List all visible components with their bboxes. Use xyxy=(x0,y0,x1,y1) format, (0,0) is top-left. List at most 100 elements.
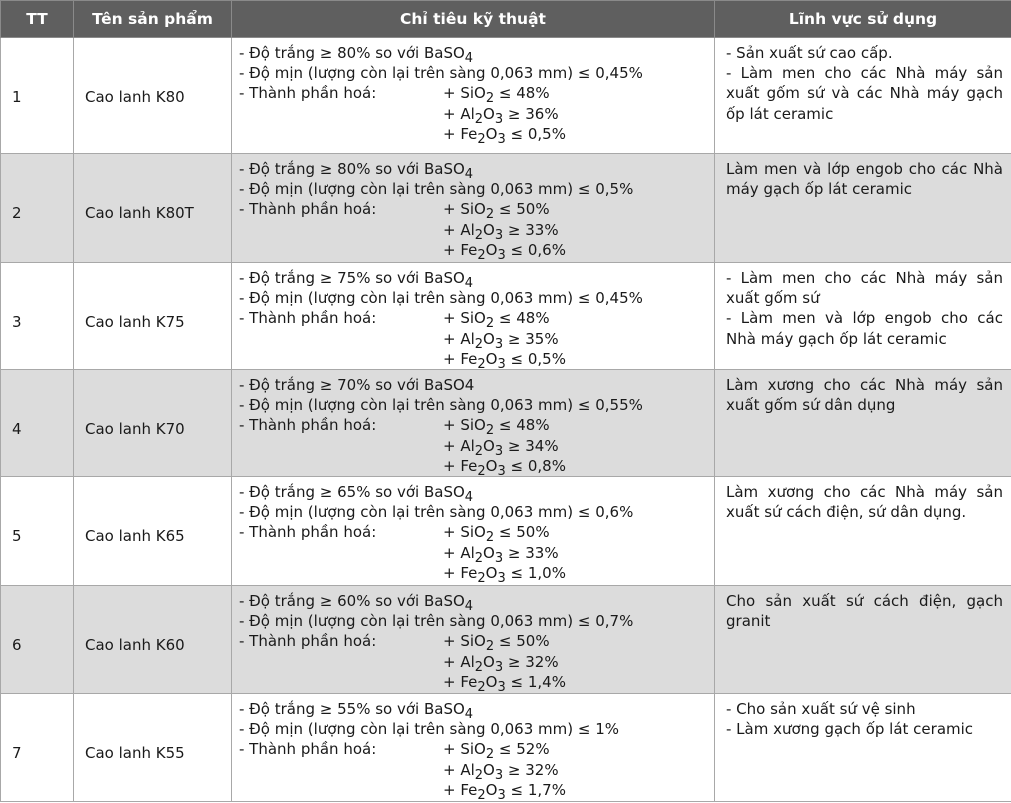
table-header-row: TT Tên sản phẩm Chỉ tiêu kỹ thuật Lĩnh v… xyxy=(1,1,1011,38)
composition-line: - Thành phần hoá:+ SiO2 ≤ 52% xyxy=(239,739,710,759)
fineness-line: - Độ mịn (lượng còn lại trên sàng 0,063 … xyxy=(239,395,710,415)
sio2-limit: ≤ 50% xyxy=(499,632,550,650)
application-field: Làm xương cho các Nhà máy sản xuất gốm s… xyxy=(715,369,1011,476)
al2o3-limit: ≥ 32% xyxy=(508,761,559,779)
composition-line: - Thành phần hoá:+ SiO2 ≤ 50% xyxy=(239,631,710,651)
product-name: Cao lanh K55 xyxy=(74,693,232,801)
whiteness-text: - Độ trắng ≥ 80% so với BaSO xyxy=(239,44,465,62)
product-name: Cao lanh K65 xyxy=(74,476,232,585)
whiteness-line: - Độ trắng ≥ 70% so với BaSO4 xyxy=(239,375,710,395)
application-field: Cho sản xuất sứ cách điện, gạch granit xyxy=(715,585,1011,693)
application-field: Làm men và lớp engob cho các Nhà máy gạc… xyxy=(715,154,1011,263)
application-text: Làm xương cho các Nhà máy sản xuất gốm s… xyxy=(726,375,1003,415)
sio2-limit: ≤ 52% xyxy=(499,740,550,758)
composition-label: - Thành phần hoá: xyxy=(239,309,376,327)
fe2o3-line: + Fe2O3 ≤ 1,0% xyxy=(239,563,710,583)
fe2o3-subscript-3: 3 xyxy=(497,464,505,479)
sio2-limit: ≤ 50% xyxy=(499,523,550,541)
al2o3-line: + Al2O3 ≥ 36% xyxy=(239,104,710,124)
al2o3-limit: ≥ 33% xyxy=(508,544,559,562)
application-text: Làm xương cho các Nhà máy sản xuất sứ cá… xyxy=(726,482,1003,522)
row-number: 3 xyxy=(1,263,74,370)
fe2o3-line: + Fe2O3 ≤ 1,4% xyxy=(239,672,710,692)
application-field: - Làm men cho các Nhà máy sản xuất gốm s… xyxy=(715,263,1011,370)
al2o3-line: + Al2O3 ≥ 33% xyxy=(239,543,710,563)
product-name: Cao lanh K80 xyxy=(74,38,232,154)
sio2-limit: ≤ 48% xyxy=(499,309,550,327)
fe2o3-subscript-2: 2 xyxy=(477,357,485,372)
row-number: 2 xyxy=(1,154,74,263)
composition-line: - Thành phần hoá:+ SiO2 ≤ 50% xyxy=(239,522,710,542)
al2o3-line: + Al2O3 ≥ 32% xyxy=(239,760,710,780)
fe2o3-line: + Fe2O3 ≤ 0,8% xyxy=(239,456,710,476)
application-line: - Làm men và lớp engob cho các Nhà máy g… xyxy=(726,308,1003,348)
fineness-line: - Độ mịn (lượng còn lại trên sàng 0,063 … xyxy=(239,719,710,739)
application-line: - Làm xương gạch ốp lát ceramic xyxy=(726,719,1003,739)
application-text: - Cho sản xuất sứ vệ sinh- Làm xương gạc… xyxy=(726,699,1003,739)
fe2o3-line: + Fe2O3 ≤ 0,5% xyxy=(239,349,710,369)
application-line: Làm xương cho các Nhà máy sản xuất gốm s… xyxy=(726,375,1003,415)
al2o3-limit: ≥ 32% xyxy=(508,653,559,671)
fe2o3-subscript-3: 3 xyxy=(497,248,505,263)
application-line: - Làm men cho các Nhà máy sản xuất gốm s… xyxy=(726,63,1003,124)
application-field: - Sản xuất sứ cao cấp.- Làm men cho các … xyxy=(715,38,1011,154)
sio2-subscript: 2 xyxy=(486,91,494,106)
fineness-line: - Độ mịn (lượng còn lại trên sàng 0,063 … xyxy=(239,502,710,522)
row-number: 1 xyxy=(1,38,74,154)
application-text: - Làm men cho các Nhà máy sản xuất gốm s… xyxy=(726,268,1003,349)
application-line: - Cho sản xuất sứ vệ sinh xyxy=(726,699,1003,719)
composition-line: - Thành phần hoá:+ SiO2 ≤ 48% xyxy=(239,415,710,435)
sio2-subscript: 2 xyxy=(486,530,494,545)
sio2-subscript: 2 xyxy=(486,639,494,654)
fe2o3-line: + Fe2O3 ≤ 0,6% xyxy=(239,240,710,260)
technical-spec: - Độ trắng ≥ 55% so với BaSO4- Độ mịn (l… xyxy=(232,693,715,801)
application-line: - Sản xuất sứ cao cấp. xyxy=(726,43,1003,63)
sio2-subscript: 2 xyxy=(486,207,494,222)
fineness-line: - Độ mịn (lượng còn lại trên sàng 0,063 … xyxy=(239,611,710,631)
fe2o3-subscript-3: 3 xyxy=(497,788,505,803)
fe2o3-line: + Fe2O3 ≤ 1,7% xyxy=(239,780,710,800)
fe2o3-subscript-3: 3 xyxy=(497,571,505,586)
fe2o3-subscript-3: 3 xyxy=(497,357,505,372)
whiteness-text: - Độ trắng ≥ 65% so với BaSO xyxy=(239,483,465,501)
fe2o3-limit: ≤ 1,7% xyxy=(511,781,566,799)
product-name: Cao lanh K75 xyxy=(74,263,232,370)
application-field: Làm xương cho các Nhà máy sản xuất sứ cá… xyxy=(715,476,1011,585)
fe2o3-subscript-3: 3 xyxy=(497,680,505,695)
header-tt: TT xyxy=(1,1,74,38)
composition-line: - Thành phần hoá:+ SiO2 ≤ 48% xyxy=(239,308,710,328)
fe2o3-limit: ≤ 1,0% xyxy=(511,564,566,582)
al2o3-limit: ≥ 34% xyxy=(508,437,559,455)
fineness-line: - Độ mịn (lượng còn lại trên sàng 0,063 … xyxy=(239,288,710,308)
fe2o3-subscript-2: 2 xyxy=(477,464,485,479)
sio2-value: + SiO2 ≤ 50% xyxy=(443,631,550,651)
fe2o3-subscript-2: 2 xyxy=(477,788,485,803)
whiteness-line: - Độ trắng ≥ 80% so với BaSO4 xyxy=(239,43,710,63)
fineness-line: - Độ mịn (lượng còn lại trên sàng 0,063 … xyxy=(239,63,710,83)
technical-spec: - Độ trắng ≥ 70% so với BaSO4- Độ mịn (l… xyxy=(232,369,715,476)
fe2o3-limit: ≤ 0,5% xyxy=(511,350,566,368)
sio2-limit: ≤ 50% xyxy=(499,200,550,218)
application-line: Làm xương cho các Nhà máy sản xuất sứ cá… xyxy=(726,482,1003,522)
row-number: 6 xyxy=(1,585,74,693)
al2o3-limit: ≥ 35% xyxy=(508,330,559,348)
composition-label: - Thành phần hoá: xyxy=(239,200,376,218)
product-name: Cao lanh K70 xyxy=(74,369,232,476)
fe2o3-limit: ≤ 1,4% xyxy=(511,673,566,691)
fe2o3-limit: ≤ 0,8% xyxy=(511,457,566,475)
whiteness-line: - Độ trắng ≥ 80% so với BaSO4 xyxy=(239,159,710,179)
header-technical-spec: Chỉ tiêu kỹ thuật xyxy=(232,1,715,38)
whiteness-line: - Độ trắng ≥ 60% so với BaSO4 xyxy=(239,591,710,611)
sio2-value: + SiO2 ≤ 50% xyxy=(443,522,550,542)
sio2-value: + SiO2 ≤ 52% xyxy=(443,739,550,759)
application-line: Cho sản xuất sứ cách điện, gạch granit xyxy=(726,591,1003,631)
sio2-subscript: 2 xyxy=(486,423,494,438)
fe2o3-subscript-2: 2 xyxy=(477,248,485,263)
